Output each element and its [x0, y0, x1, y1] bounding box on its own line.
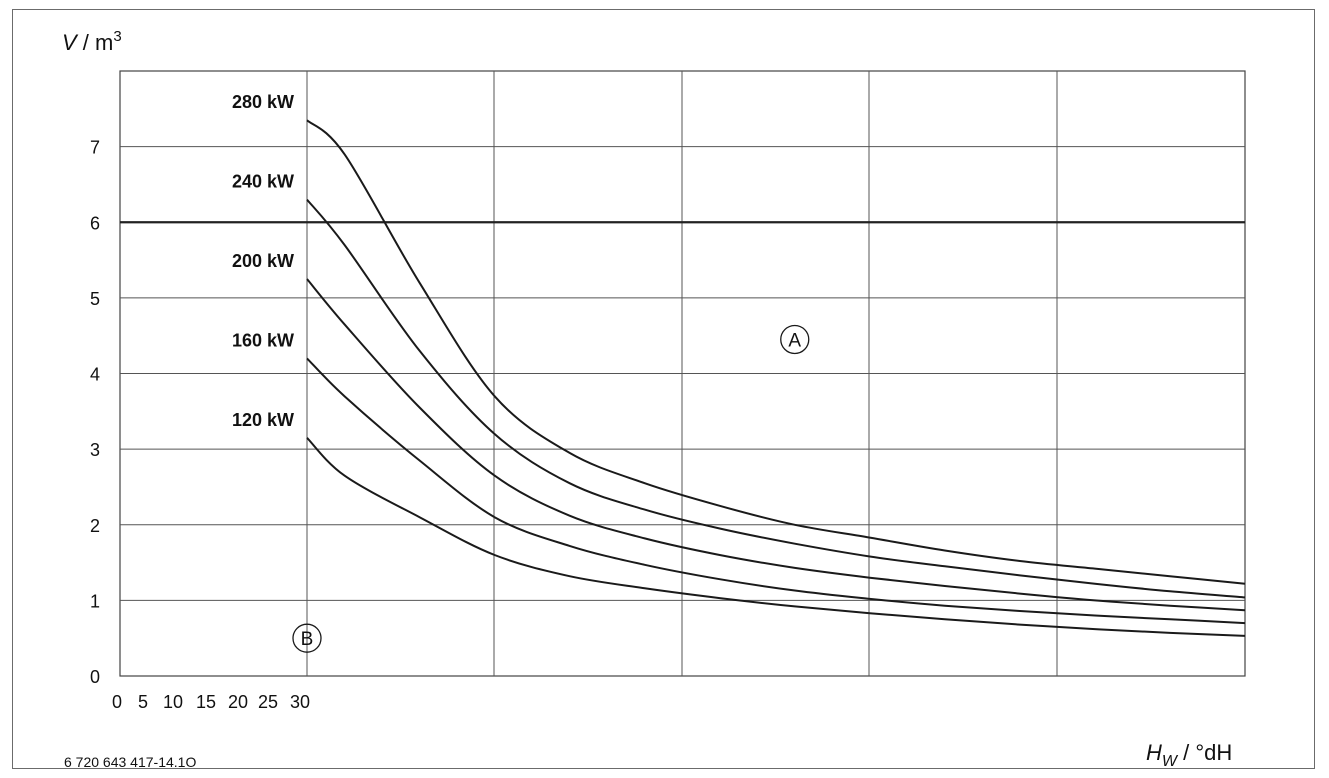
x-axis-title: HW / °dH — [1146, 740, 1232, 770]
series-layer: 280 kW 240 kW 200 kW 160 kW 120 kW — [232, 92, 1246, 637]
x-axis-var: H — [1146, 740, 1162, 765]
series-label: 120 kW — [232, 410, 294, 430]
y-tick-label: 0 — [90, 667, 100, 687]
x-tick-label: 25 — [258, 692, 278, 712]
region-layer: AB — [292, 324, 810, 653]
series-line — [306, 278, 1246, 612]
series-line — [306, 357, 1246, 625]
series-line — [306, 198, 1246, 599]
region-label: A — [788, 330, 801, 351]
x-tick-label: 30 — [290, 692, 310, 712]
x-tick-label: 20 — [228, 692, 248, 712]
x-tick-label: 10 — [163, 692, 183, 712]
series-line — [306, 119, 1246, 585]
series-label: 200 kW — [232, 251, 294, 271]
y-tick-label: 3 — [90, 440, 100, 460]
x-tick-label: 5 — [138, 692, 148, 712]
x-axis-unit: / °dH — [1177, 740, 1232, 765]
series-line — [306, 437, 1246, 637]
region-label: B — [301, 629, 314, 650]
x-axis-sub: W — [1162, 753, 1179, 770]
region-circle — [292, 623, 322, 653]
y-axis-unit: / m — [77, 30, 114, 55]
y-tick-label: 1 — [90, 591, 100, 611]
series-label: 280 kW — [232, 92, 294, 112]
x-tick-label: 0 — [112, 692, 122, 712]
y-tick-label: 7 — [90, 138, 100, 158]
y-tick-label: 4 — [90, 365, 100, 385]
chart-frame — [12, 9, 1315, 769]
y-tick-label: 2 — [90, 516, 100, 536]
figure-code: 6 720 643 417-14.1O — [64, 754, 196, 770]
y-tick-label: 6 — [90, 213, 100, 233]
region-circle — [780, 324, 810, 355]
series-label: 160 kW — [232, 330, 294, 350]
grid-layer — [119, 70, 1246, 677]
y-axis-var: V — [62, 30, 79, 55]
series-label: 240 kW — [232, 172, 294, 192]
y-axis-title: V / m3 — [62, 28, 122, 55]
x-tick-label: 15 — [196, 692, 216, 712]
y-axis-exp: 3 — [113, 28, 121, 45]
y-tick-label: 5 — [90, 289, 100, 309]
